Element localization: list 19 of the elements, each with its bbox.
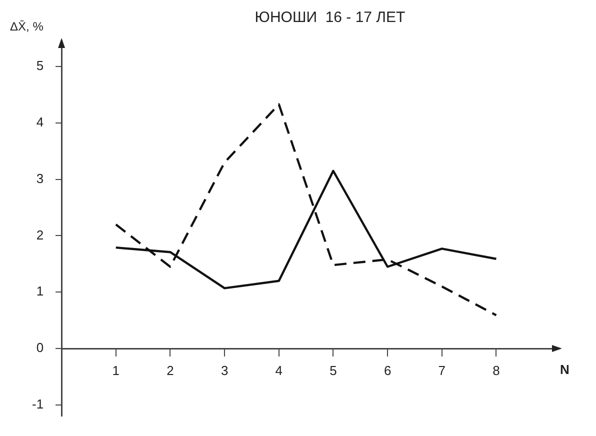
y-tick-label: 1	[36, 284, 44, 299]
y-tick-label: -1	[32, 396, 44, 412]
x-tick-label: 3	[220, 362, 228, 378]
line-series	[114, 103, 498, 316]
y-tick-label: 4	[36, 114, 44, 130]
x-tick-label: 4	[275, 362, 283, 378]
y-tick-label: 0	[36, 340, 44, 356]
chart-title: ЮНОШИ 16 - 17 ЛЕТ	[254, 9, 406, 26]
x-axis-title: N	[560, 362, 570, 378]
x-tick-label: 2	[166, 362, 174, 378]
x-tick-label: 8	[492, 362, 500, 378]
x-tick-label: 6	[384, 362, 392, 378]
y-tick-label: 3	[36, 170, 44, 186]
x-tick-label: 1	[112, 362, 120, 378]
y-tick-label: 2	[36, 227, 44, 242]
y-tick-label: 5	[36, 58, 44, 74]
x-tick-label: 5	[330, 362, 337, 378]
x-tick-label: 7	[438, 362, 446, 378]
y-axis-title: ΔX̄, %	[10, 19, 44, 34]
